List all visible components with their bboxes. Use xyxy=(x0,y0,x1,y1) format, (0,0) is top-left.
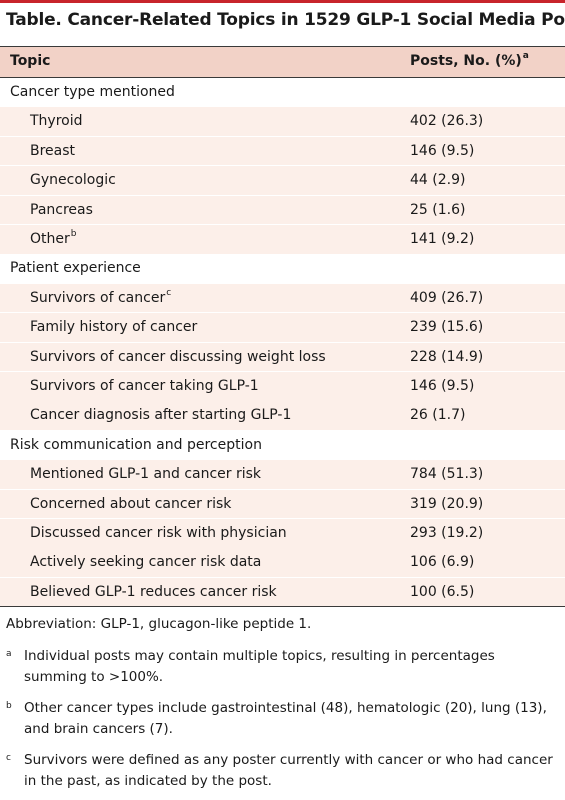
topic-text: Family history of cancer xyxy=(30,319,198,336)
topic-label: Survivors of cancer discussing weight lo… xyxy=(30,349,326,365)
topic-text: Cancer diagnosis after starting GLP-1 xyxy=(30,407,292,424)
table-row: Concerned about cancer risk 319 (20.9) xyxy=(0,489,565,520)
posts-value: 146 (9.5) xyxy=(410,142,475,159)
topic-label: Gynecologic xyxy=(30,172,116,188)
topic-label: Family history of cancer xyxy=(30,319,197,335)
table-title: Table. Cancer-Related Topics in 1529 GLP… xyxy=(6,10,565,30)
footnote-b-text: Other cancer types include gastrointesti… xyxy=(24,700,547,737)
topic-text: Gynecologic xyxy=(30,172,116,189)
abbreviation-note: Abbreviation: GLP-1, glucagon-like pepti… xyxy=(6,616,312,632)
footnote-c: c Survivors were defined as any poster c… xyxy=(6,750,558,792)
table-row: Survivors of cancerc 409 (26.7) xyxy=(0,283,565,314)
posts-value: 239 (15.6) xyxy=(410,319,484,336)
topic-text: Mentioned GLP-1 and cancer risk xyxy=(30,466,262,483)
topic-label: Thyroid xyxy=(30,113,83,129)
header-posts-label: Posts, No. (%) xyxy=(410,53,522,69)
header-posts: Posts, No. (%)a xyxy=(410,51,529,69)
header-posts-footnote-mark: a xyxy=(522,51,529,61)
topic-footnote-mark: c xyxy=(166,287,172,298)
posts-value: 44 (2.9) xyxy=(410,172,466,189)
table-row: Survivors of cancer discussing weight lo… xyxy=(0,342,565,373)
topic-text: Risk communication and perception xyxy=(10,436,262,453)
category-row: Cancer type mentioned xyxy=(0,78,565,108)
header-topic: Topic xyxy=(10,53,51,69)
table-row: Actively seeking cancer risk data 106 (6.… xyxy=(0,548,565,578)
footnote-c-text: Survivors were defined as any poster cur… xyxy=(24,752,553,789)
table-row: Gynecologic 44 (2.9) xyxy=(0,166,565,196)
footnote-b: b Other cancer types include gastrointes… xyxy=(6,698,558,740)
table-header-row: Topic Posts, No. (%)a xyxy=(0,46,565,78)
posts-value: 784 (51.3) xyxy=(410,466,484,483)
category-row: Patient experience xyxy=(0,254,565,284)
footnote-a: a Individual posts may contain multiple … xyxy=(6,646,558,688)
topic-text: Other xyxy=(30,231,70,247)
table-row: Discussed cancer risk with physician 293 … xyxy=(0,519,565,549)
posts-value: 228 (14.9) xyxy=(410,348,484,365)
topic-text: Patient experience xyxy=(10,260,141,277)
posts-value: 146 (9.5) xyxy=(410,378,475,394)
posts-value: 293 (19.2) xyxy=(410,525,484,541)
topic-text: Survivors of cancer taking GLP-1 xyxy=(30,378,259,394)
topic-label: Breast xyxy=(30,143,75,159)
posts-value: 26 (1.7) xyxy=(410,407,466,424)
posts-value: 100 (6.5) xyxy=(410,583,475,600)
topic-text: Survivors of cancer xyxy=(30,289,166,306)
footnote-c-mark: c xyxy=(6,753,11,763)
topic-text: Discussed cancer risk with physician xyxy=(30,525,287,541)
footnote-a-text: Individual posts may contain multiple to… xyxy=(24,648,495,685)
category-label: Cancer type mentioned xyxy=(10,84,175,100)
footnote-b-mark: b xyxy=(6,701,12,711)
posts-value: 141 (9.2) xyxy=(410,231,475,247)
topic-text: Pancreas xyxy=(30,201,93,218)
posts-value: 106 (6.9) xyxy=(410,554,475,571)
topic-label: Cancer diagnosis after starting GLP-1 xyxy=(30,407,291,423)
table-row: Breast 146 (9.5) xyxy=(0,136,565,167)
topic-label: Mentioned GLP-1 and cancer risk xyxy=(30,466,261,482)
category-label: Risk communication and perception xyxy=(10,437,262,453)
topic-label: Believed GLP-1 reduces cancer risk xyxy=(30,584,277,600)
category-row: Risk communication and perception xyxy=(0,430,565,461)
posts-value: 25 (1.6) xyxy=(410,201,466,218)
topic-text: Believed GLP-1 reduces cancer risk xyxy=(30,583,277,600)
topic-text: Thyroid xyxy=(30,113,83,130)
topic-label: Concerned about cancer risk xyxy=(30,496,231,512)
posts-value: 319 (20.9) xyxy=(410,495,484,512)
topic-text: Cancer type mentioned xyxy=(10,84,175,100)
table-row: Survivors of cancer taking GLP-1 146 (9.5… xyxy=(0,372,565,402)
topic-text: Actively seeking cancer risk data xyxy=(30,554,262,571)
topic-label: Pancreas xyxy=(30,202,93,218)
topic-label: Actively seeking cancer risk data xyxy=(30,554,261,570)
table-row: Believed GLP-1 reduces cancer risk 100 (6… xyxy=(0,577,565,608)
footnote-a-mark: a xyxy=(6,649,12,659)
table-row: Otherb 141 (9.2) xyxy=(0,225,565,255)
posts-value: 402 (26.3) xyxy=(410,113,484,130)
table-bottom-rule xyxy=(0,606,565,607)
topic-text: Breast xyxy=(30,142,76,159)
table-row: Cancer diagnosis after starting GLP-1 26 … xyxy=(0,401,565,431)
topic-label: Survivors of cancerc xyxy=(30,287,172,306)
topic-footnote-mark: b xyxy=(70,229,77,239)
topic-text: Survivors of cancer discussing weight lo… xyxy=(30,348,326,365)
table-row: Family history of cancer 239 (15.6) xyxy=(0,313,565,343)
topic-label: Otherb xyxy=(30,229,77,247)
category-label: Patient experience xyxy=(10,260,141,276)
table-row: Pancreas 25 (1.6) xyxy=(0,195,565,226)
table-row: Mentioned GLP-1 and cancer risk 784 (51.3… xyxy=(0,460,565,490)
posts-value: 409 (26.7) xyxy=(410,289,484,306)
table-row: Thyroid 402 (26.3) xyxy=(0,107,565,137)
topic-label: Survivors of cancer taking GLP-1 xyxy=(30,378,259,394)
topic-text: Concerned about cancer risk xyxy=(30,495,232,512)
top-accent-rule xyxy=(0,0,565,3)
topic-label: Discussed cancer risk with physician xyxy=(30,525,287,541)
